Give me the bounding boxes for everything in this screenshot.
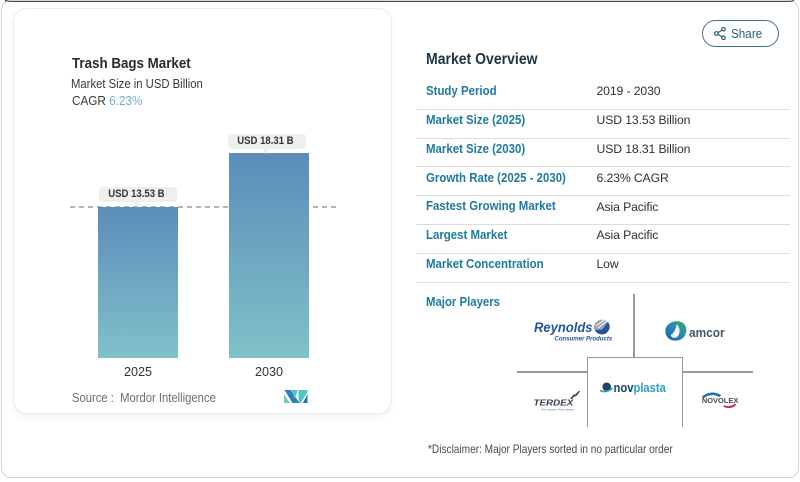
svg-text:NOVOLEX: NOVOLEX — [702, 396, 738, 405]
svg-text:amcor: amcor — [689, 324, 725, 339]
svg-text:TERDEX: TERDEX — [534, 398, 575, 408]
svg-text:nov: nov — [614, 380, 635, 395]
svg-text:Reynolds: Reynolds — [534, 320, 593, 335]
svg-text:Wir machen Folie besser: Wir machen Folie besser — [541, 408, 574, 412]
svg-text:plasta: plasta — [634, 380, 667, 395]
svg-text:Consumer Products: Consumer Products — [555, 336, 613, 343]
